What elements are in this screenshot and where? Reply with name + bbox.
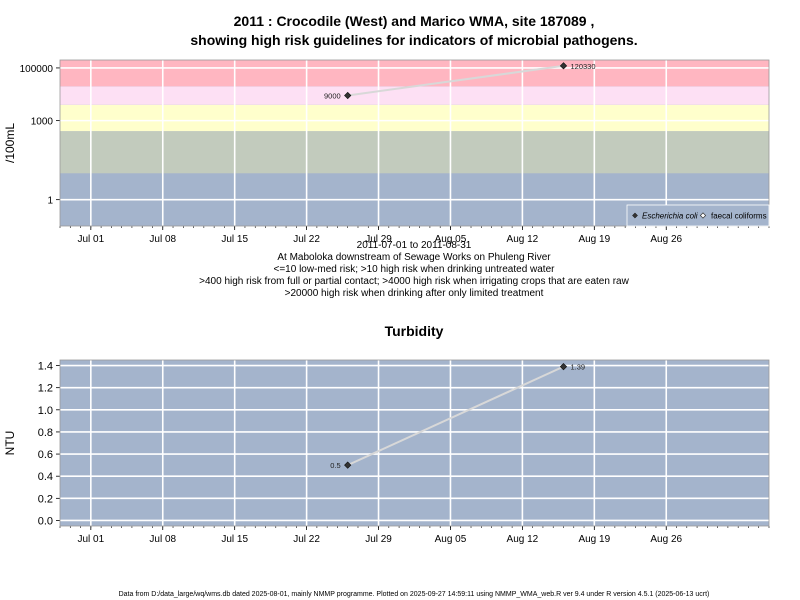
legend-label-ecoli: Escherichia coli bbox=[642, 212, 698, 221]
risk-band bbox=[60, 104, 769, 132]
x-tick-label: Jul 29 bbox=[365, 534, 392, 545]
x-tick-label: Jul 15 bbox=[221, 234, 248, 245]
legend-marker-faecal bbox=[699, 212, 707, 219]
x-tick-label: Jul 01 bbox=[77, 234, 104, 245]
data-label: 9000 bbox=[324, 91, 341, 100]
y-axis-label: /100mL bbox=[3, 123, 17, 163]
x-tick-label: Aug 12 bbox=[507, 534, 539, 545]
turbidity-title: Turbidity bbox=[385, 323, 444, 339]
y-tick-label: 1000 bbox=[31, 117, 54, 128]
footer-note: Data from D:/data_large/wq/wms.db dated … bbox=[119, 591, 710, 598]
y-tick-label: 1.2 bbox=[38, 383, 53, 395]
y-tick-label: 0.0 bbox=[38, 515, 53, 527]
plot-background bbox=[60, 360, 769, 526]
x-tick-label: Aug 12 bbox=[507, 234, 539, 245]
caption-line: At Maboloka downstream of Sewage Works o… bbox=[277, 252, 551, 263]
series-line bbox=[347, 64, 564, 97]
x-tick-label: Jul 15 bbox=[221, 534, 248, 545]
data-label: 1.39 bbox=[570, 363, 585, 372]
y-tick-label: 1.0 bbox=[38, 405, 53, 417]
y-tick-label: 0.8 bbox=[38, 427, 53, 439]
chart-title-line-2: showing high risk guidelines for indicat… bbox=[190, 32, 637, 48]
legend-label-faecal: faecal coliforms bbox=[711, 212, 767, 221]
risk-band bbox=[60, 131, 769, 174]
caption-line: >20000 high risk when drinking after onl… bbox=[285, 288, 544, 299]
data-point bbox=[344, 91, 352, 100]
y-tick-label: 100000 bbox=[20, 64, 54, 75]
chart-title-line-1: 2011 : Crocodile (West) and Marico WMA, … bbox=[234, 13, 595, 29]
legend-box bbox=[626, 204, 770, 227]
x-tick-label: Jul 08 bbox=[149, 534, 176, 545]
microbial-panel: Jul 01 Jul 08 Jul 15 Jul 22 Jul 29 Aug 05 Aug … bbox=[3, 59, 770, 299]
data-point bbox=[559, 363, 568, 371]
x-tick-label: Jul 22 bbox=[293, 234, 320, 245]
caption-line: 2011-07-01 to 2011-08-31 bbox=[357, 240, 472, 251]
x-tick-label: Aug 26 bbox=[650, 234, 682, 245]
y-tick-label: 0.4 bbox=[38, 471, 53, 483]
data-point bbox=[559, 62, 568, 70]
x-tick-label: Aug 19 bbox=[578, 534, 610, 545]
data-point bbox=[344, 461, 352, 469]
y-axis-label: NTU bbox=[3, 431, 17, 456]
x-tick-label: Jul 01 bbox=[77, 534, 104, 545]
data-label: 120330 bbox=[570, 62, 595, 71]
x-tick-label: Jul 29 bbox=[365, 234, 392, 245]
x-tick-label: Jul 22 bbox=[293, 534, 320, 545]
x-tick-label: Aug 19 bbox=[578, 234, 610, 245]
y-tick-label: 1 bbox=[47, 196, 53, 207]
turbidity-panel: Jul 01 Jul 08 Jul 15 Jul 22 Jul 29 Aug 05 Aug … bbox=[3, 323, 770, 545]
legend-marker-ecoli bbox=[632, 212, 638, 219]
y-tick-label: 1.4 bbox=[38, 361, 53, 373]
x-tick-label: Jul 08 bbox=[149, 234, 176, 245]
caption-line: <=10 low-med risk; >10 high risk when dr… bbox=[274, 264, 556, 275]
x-tick-label: Aug 05 bbox=[435, 534, 467, 545]
caption-line: >400 high risk from full or partial cont… bbox=[199, 276, 629, 287]
x-tick-label: Aug 05 bbox=[435, 234, 467, 245]
plot-frame bbox=[59, 359, 770, 527]
x-tick-label: Aug 26 bbox=[650, 534, 682, 545]
series-line bbox=[347, 365, 564, 467]
risk-band bbox=[60, 86, 769, 105]
data-label: 0.5 bbox=[330, 461, 340, 470]
plot-frame bbox=[59, 59, 770, 227]
y-tick-label: 0.6 bbox=[38, 449, 53, 461]
risk-band bbox=[60, 60, 769, 87]
y-tick-label: 0.2 bbox=[38, 493, 53, 505]
